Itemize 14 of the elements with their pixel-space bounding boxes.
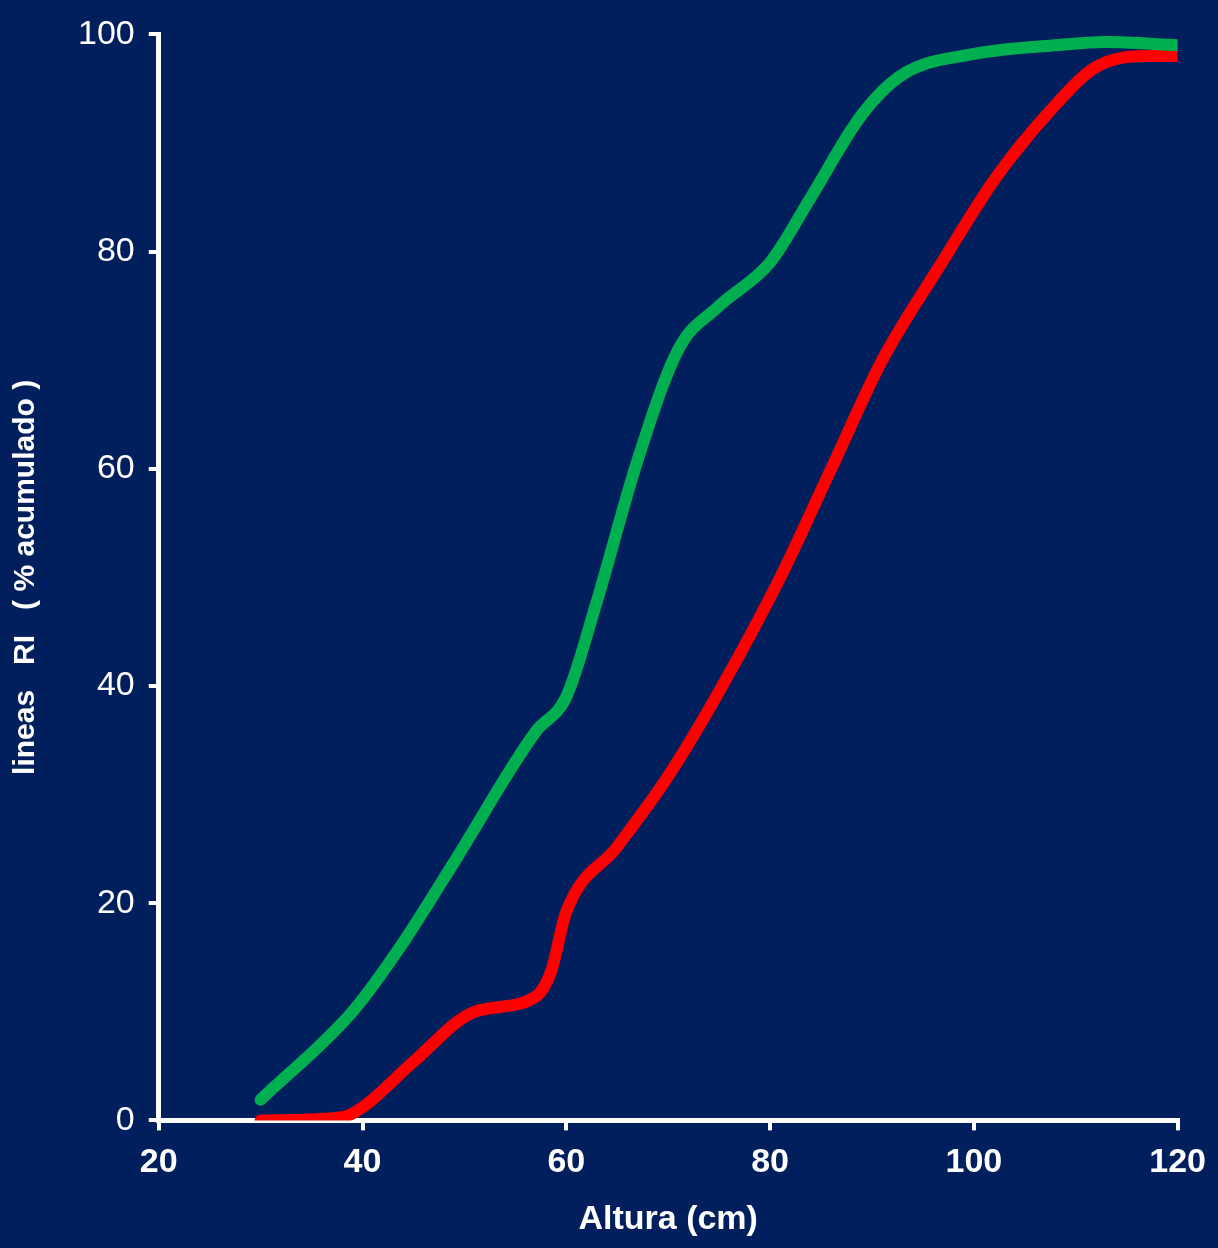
x-tick-label: 80 — [751, 1141, 789, 1180]
y-tick-label: 0 — [115, 1098, 135, 1137]
y-tick-label: 60 — [96, 447, 135, 486]
y-axis-title: lineas RI ( % acumulado ) — [7, 379, 41, 775]
x-tick-label: 60 — [547, 1141, 586, 1180]
y-tick-label: 40 — [96, 664, 135, 703]
x-tick-label: 40 — [343, 1141, 382, 1180]
x-tick-label: 20 — [139, 1141, 178, 1180]
x-axis-title: Altura (cm) — [578, 1197, 758, 1236]
y-tick-label: 80 — [96, 229, 135, 268]
y-tick-label: 100 — [77, 12, 135, 51]
y-tick-label: 20 — [96, 881, 135, 920]
x-tick-label: 120 — [1149, 1141, 1206, 1180]
x-tick-label: 100 — [945, 1141, 1003, 1180]
